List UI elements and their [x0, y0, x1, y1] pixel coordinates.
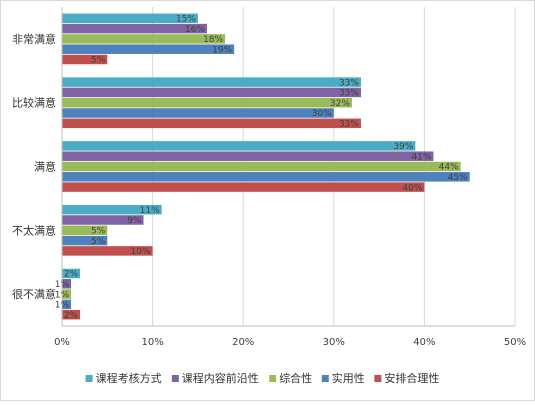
- data-label: 15%: [176, 14, 196, 24]
- category-label: 很不满意: [12, 287, 56, 301]
- bar: [62, 108, 334, 118]
- bar: [62, 77, 361, 87]
- bar: [62, 97, 352, 108]
- data-label: 30%: [312, 109, 332, 119]
- data-label: 19%: [212, 45, 232, 55]
- bar: [62, 299, 72, 310]
- data-label: 32%: [330, 99, 350, 109]
- data-label: 33%: [339, 78, 359, 88]
- data-label: 33%: [339, 89, 359, 99]
- bar: [62, 172, 470, 182]
- data-label: 18%: [203, 35, 223, 45]
- bar: [62, 44, 235, 54]
- legend-label: 实用性: [332, 371, 365, 385]
- bars: [62, 13, 470, 320]
- data-label: 41%: [411, 152, 431, 162]
- data-label: 5%: [91, 237, 106, 247]
- data-label: 11%: [140, 206, 160, 216]
- bar: [62, 151, 434, 161]
- category-label: 不太满意: [12, 223, 56, 237]
- data-label: 2%: [64, 311, 79, 321]
- category-label: 满意: [34, 160, 56, 174]
- bar: [62, 118, 361, 129]
- bar: [62, 141, 416, 151]
- data-label: 44%: [439, 163, 459, 173]
- data-label: 9%: [127, 216, 142, 226]
- data-label: 33%: [339, 119, 359, 129]
- bar: [62, 54, 108, 65]
- bar: [62, 182, 425, 192]
- x-tick-label: 0%: [54, 337, 70, 348]
- bar: [62, 279, 72, 289]
- bar: [62, 268, 81, 279]
- legend-label: 安排合理性: [384, 371, 439, 385]
- data-label: 10%: [131, 247, 151, 257]
- legend-label: 课程内容前沿性: [182, 371, 259, 385]
- bar: [62, 246, 153, 256]
- bar: [62, 309, 81, 320]
- legend-swatch: [374, 375, 382, 382]
- legend: 课程考核方式 课程内容前沿性 综合性 实用性 安排合理性: [85, 371, 439, 385]
- bar: [62, 204, 162, 215]
- legend-item: 综合性: [269, 371, 312, 385]
- legend-item: 实用性: [321, 371, 365, 385]
- bar: [62, 23, 207, 34]
- data-label: 2%: [64, 270, 79, 280]
- data-label: 5%: [91, 226, 106, 236]
- data-label: 16%: [185, 25, 205, 35]
- bar: [62, 161, 461, 172]
- bar: [62, 215, 144, 225]
- bar: [62, 235, 108, 246]
- x-tick-label: 40%: [413, 337, 435, 348]
- category-label: 比较满意: [12, 96, 56, 110]
- bar: [62, 13, 198, 24]
- category-label: 非常满意: [12, 32, 56, 46]
- bar: [62, 34, 226, 44]
- x-tick-label: 50%: [504, 337, 526, 348]
- legend-swatch: [171, 375, 179, 382]
- data-label: 39%: [393, 142, 413, 152]
- x-tick-label: 30%: [323, 337, 345, 348]
- x-tick-label: 10%: [141, 337, 163, 348]
- legend-item: 安排合理性: [374, 371, 439, 385]
- legend-item: 课程内容前沿性: [171, 371, 259, 385]
- bar: [62, 87, 361, 98]
- data-label: 45%: [448, 173, 468, 183]
- legend-swatch: [269, 375, 277, 382]
- legend-swatch: [85, 375, 93, 382]
- bar: [62, 225, 108, 236]
- legend-item: 课程考核方式: [85, 371, 162, 385]
- bar: [62, 289, 72, 299]
- data-label: 40%: [402, 183, 422, 193]
- legend-swatch: [321, 375, 329, 382]
- x-tick-label: 20%: [232, 337, 254, 348]
- legend-label: 综合性: [279, 371, 312, 385]
- legend-label: 课程考核方式: [96, 371, 162, 385]
- data-label: 5%: [91, 56, 106, 66]
